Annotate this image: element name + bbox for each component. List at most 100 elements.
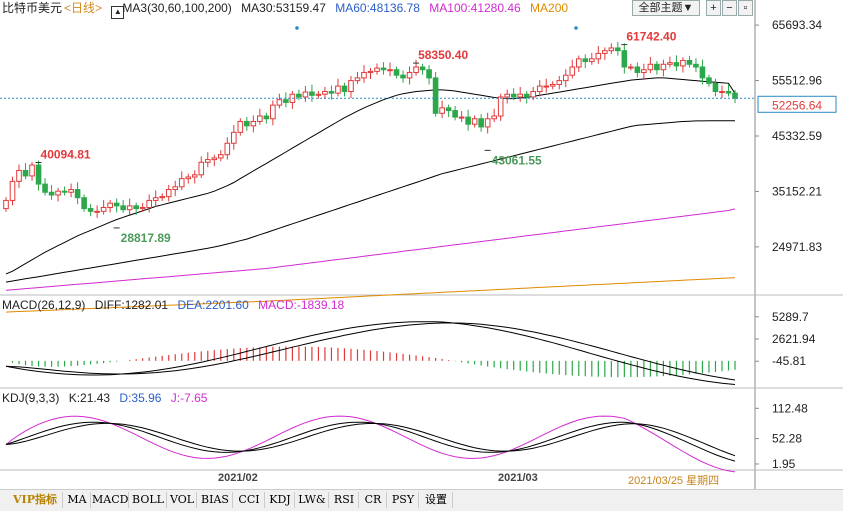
candle-body (699, 66, 706, 79)
ma-group-label: MA3(30,60,100,200) (122, 1, 232, 15)
kdj-tick-label: 1.95 (772, 457, 796, 471)
tab-indicator[interactable]: BIAS (198, 492, 233, 508)
period-label[interactable]: <日线> (64, 1, 103, 15)
candle-body (523, 93, 530, 98)
candle-body (335, 85, 341, 94)
candle-body (706, 77, 712, 84)
candle-body (16, 169, 22, 182)
month-label-mar: 2021/03 (498, 472, 538, 484)
candle-body (198, 161, 205, 176)
kdj-tick-label: 52.28 (772, 432, 802, 446)
candle-body (81, 197, 87, 210)
tab-indicator[interactable]: MACD (92, 492, 129, 508)
macd-header: MACD(26,12,9) DIFF:1282.01 DEA:2201.60 M… (2, 297, 350, 313)
candle-body (231, 131, 237, 144)
candle-body (712, 82, 719, 93)
candle-body (250, 120, 257, 127)
candle-body (478, 118, 484, 128)
candle-body (562, 74, 569, 82)
candle-body (719, 91, 725, 94)
candle-body (113, 202, 120, 207)
macd-value: MACD:-1839.18 (258, 298, 345, 312)
tab-indicator[interactable]: KDJ (266, 492, 295, 508)
candle-body (283, 99, 289, 103)
candle-body (419, 66, 426, 71)
tab-indicator[interactable]: RSI (330, 492, 359, 508)
candle-body (3, 199, 9, 210)
candle-body (172, 186, 179, 191)
candle-body (595, 52, 602, 60)
candle-body (211, 157, 218, 161)
candle-body (406, 71, 413, 79)
tab-vip[interactable]: VIP指标 (8, 492, 63, 508)
candle-body (471, 118, 478, 125)
candle-body (725, 91, 732, 94)
candle-body (139, 207, 146, 210)
kdj-k-line (5, 421, 736, 462)
candle-body (575, 58, 582, 68)
tab-indicator[interactable]: LW& (296, 492, 329, 508)
candle-body (257, 115, 263, 122)
price-chart[interactable]: 65693.34 55512.96 45332.59 35152.21 24971.83… (0, 0, 843, 489)
macd-tick-label: 5289.7 (772, 310, 809, 324)
candle-body (602, 50, 608, 54)
tab-indicator[interactable]: PSY (388, 492, 419, 508)
candle-body (413, 66, 419, 73)
candle-body (615, 47, 621, 52)
candle-body (354, 77, 361, 82)
candle-body (556, 80, 563, 85)
ma60-line (5, 120, 735, 283)
candle-body (270, 104, 276, 120)
candle-body (159, 196, 166, 199)
tab-indicator[interactable]: VOL (168, 492, 197, 508)
ma-toggle-icon[interactable]: ▲ (111, 6, 125, 19)
ma200-label: MA200 (530, 1, 569, 15)
indicator-tabs: VIP指标 MA MACD BOLL VOL BIAS CCI KDJ LW& RSI CR PSY 设… (0, 489, 843, 511)
low-annotation: 28817.89 (121, 231, 171, 245)
low-annotation: 43061.55 (492, 153, 542, 167)
candle-body (61, 190, 68, 193)
tab-indicator[interactable]: MA (64, 492, 91, 508)
candle-body (680, 59, 686, 67)
candle-body (393, 69, 400, 76)
zoom-out-icon[interactable]: − (722, 0, 737, 16)
candle-body (328, 91, 335, 94)
candle-body (452, 110, 458, 118)
tab-settings[interactable]: 设置 (420, 492, 453, 508)
ma200-line (5, 277, 736, 313)
candle-body (641, 69, 647, 73)
candle-body (322, 91, 328, 95)
candle-body (517, 93, 524, 98)
candle-body (217, 154, 224, 159)
price-tick-label: 35152.21 (772, 184, 822, 198)
candle-body (276, 99, 283, 106)
theme-button[interactable]: 全部主题▼ (632, 0, 700, 16)
candle-body (426, 69, 432, 79)
candle-body (107, 202, 113, 209)
candle-body (263, 115, 270, 120)
candle-body (22, 169, 29, 177)
kdj-d: D:35.96 (119, 391, 162, 405)
candle-body (458, 116, 465, 119)
tab-indicator[interactable]: CCI (234, 492, 265, 508)
ma30-line (5, 77, 736, 275)
last-price-label: 52256.64 (772, 98, 822, 112)
kdj-j: J:-7.65 (170, 391, 208, 405)
kdj-j-line (5, 415, 736, 473)
macd-tick-label: 2621.94 (772, 332, 816, 346)
zoom-in-icon[interactable]: + (706, 0, 721, 16)
candle-body (74, 189, 81, 199)
candle-body (361, 71, 367, 79)
candle-body (647, 63, 654, 71)
candle-body (432, 77, 439, 114)
tab-indicator[interactable]: BOLL (130, 492, 167, 508)
restore-icon[interactable]: ▫ (738, 0, 753, 16)
candle-body (621, 50, 628, 68)
candle-body (530, 91, 537, 98)
candle-body (484, 118, 491, 128)
macd-tick-label: -45.81 (772, 354, 806, 368)
candle-body (9, 180, 16, 201)
tab-indicator[interactable]: CR (360, 492, 387, 508)
candle-body (608, 47, 615, 52)
candle-body (341, 85, 348, 93)
